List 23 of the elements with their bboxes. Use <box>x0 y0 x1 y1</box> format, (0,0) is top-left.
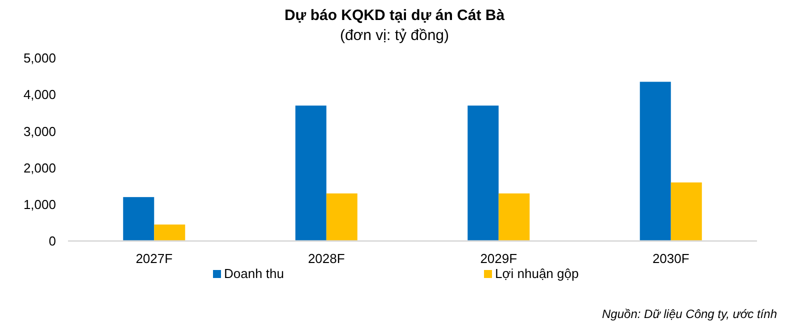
legend-label: Lợi nhuận gộp <box>495 266 579 281</box>
text: Nguồn: Dữ liệu Công ty, ước tính <box>602 307 778 321</box>
y-tick-label: 1,000 <box>23 196 56 212</box>
bar <box>123 197 154 241</box>
chart-title: Dự báo KQKD tại dự án Cát Bà <box>284 7 506 24</box>
y-tick-label: 2,000 <box>23 160 56 176</box>
bar <box>154 224 186 241</box>
bar <box>640 82 671 241</box>
y-tick-label: 5,000 <box>23 50 56 66</box>
x-tick-label: 2028F <box>308 251 345 266</box>
x-tick-label: 2029F <box>480 251 518 266</box>
y-tick-label: 0 <box>48 234 56 249</box>
x-tick-label: 2030F <box>652 251 690 266</box>
legend-label: Doanh thu <box>224 266 284 281</box>
y-tick-label: 3,000 <box>23 124 56 139</box>
bar <box>498 193 530 241</box>
y-tick-label: 4,000 <box>23 87 56 102</box>
x-tick-label: 2027F <box>136 251 173 266</box>
bar <box>295 106 326 241</box>
bar <box>670 182 702 241</box>
bar <box>326 193 358 241</box>
bar <box>468 106 499 241</box>
chart-subtitle: (đơn vị: tỷ đồng) <box>340 27 450 44</box>
